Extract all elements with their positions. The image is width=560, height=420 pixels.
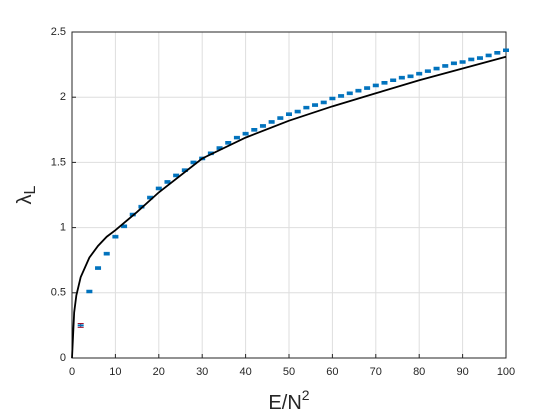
x-axis-label: E/N2 [268,387,309,415]
curve [71,55,507,359]
y-label-base: λ [14,194,36,204]
y-tick-label: 1.5 [51,156,66,168]
x-tick-label: 10 [109,366,121,378]
y-label-sub: L [22,185,39,194]
y-tick-label: 2 [60,91,66,103]
x-tick-label: 40 [239,366,251,378]
y-axis-label: λL [14,185,39,204]
plot-frame [71,31,507,359]
y-tick-label: 2.5 [51,26,66,38]
y-tick-label: 0.5 [51,287,66,299]
x-tick-label: 30 [196,366,208,378]
x-tick-label: 70 [370,366,382,378]
x-tick-label: 90 [456,366,468,378]
y-tick-label: 0 [60,352,66,364]
x-tick-label: 60 [326,366,338,378]
x-tick-label: 80 [413,366,425,378]
x-tick-label: 50 [283,366,295,378]
x-tick-label: 0 [69,366,75,378]
x-tick-label: 100 [497,366,515,378]
x-label-base: E/N [268,392,301,414]
y-tick-label: 1 [60,222,66,234]
x-tick-label: 20 [153,366,165,378]
x-label-sup: 2 [302,387,310,403]
